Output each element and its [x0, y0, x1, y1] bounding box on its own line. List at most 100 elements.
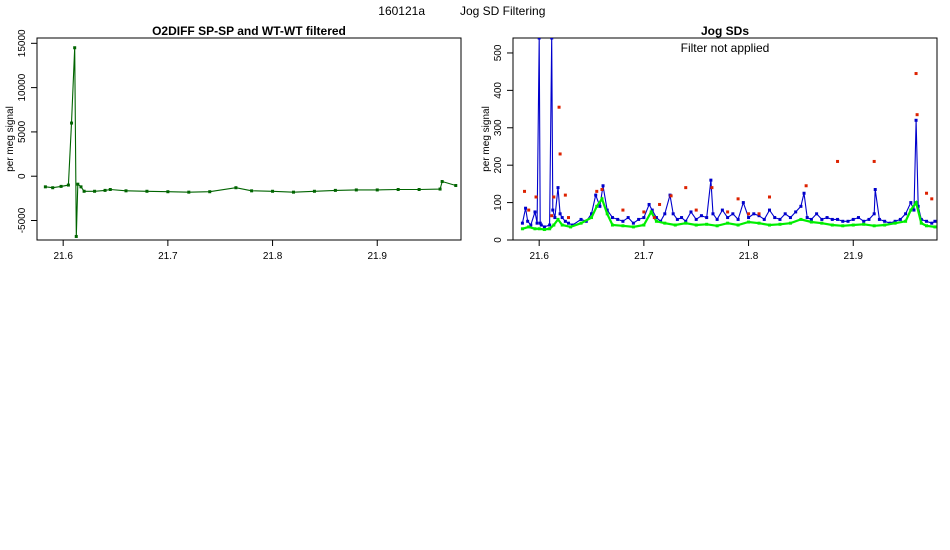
- data-point: [694, 223, 698, 227]
- outlier-point: [925, 191, 929, 195]
- outlier-point: [557, 105, 561, 109]
- data-point: [108, 188, 112, 191]
- data-point: [552, 223, 556, 227]
- data-point: [741, 201, 745, 205]
- y-tick-label: 10000: [17, 73, 28, 101]
- data-point: [783, 212, 787, 216]
- outlier-point: [550, 214, 554, 218]
- figure-title-id: 160121a: [378, 4, 425, 18]
- data-point: [731, 212, 735, 216]
- data-point: [642, 216, 646, 220]
- data-point: [600, 197, 604, 201]
- y-axis-label: per meg signal: [5, 106, 16, 172]
- data-point: [788, 216, 792, 220]
- data-point: [820, 217, 824, 221]
- data-point: [711, 212, 715, 216]
- series-line: [521, 38, 936, 228]
- data-point: [726, 216, 730, 220]
- data-point: [533, 227, 537, 231]
- data-point: [709, 178, 713, 182]
- data-point: [673, 223, 677, 227]
- data-point: [250, 189, 254, 193]
- data-point: [548, 227, 552, 231]
- data-point: [933, 225, 937, 229]
- outlier-point: [558, 152, 562, 156]
- data-point: [51, 186, 55, 190]
- data-point: [914, 118, 918, 122]
- data-point: [560, 216, 564, 220]
- data-point: [537, 227, 541, 231]
- chart-title: Jog SDs: [701, 24, 749, 38]
- data-point: [873, 188, 877, 191]
- data-point: [694, 217, 698, 221]
- y-tick-label: 5000: [17, 120, 28, 143]
- data-point: [579, 221, 583, 225]
- y-tick-label: 15000: [17, 29, 28, 57]
- data-point: [520, 227, 524, 231]
- data-point: [809, 220, 813, 224]
- data-point: [621, 219, 625, 223]
- data-point: [76, 182, 80, 186]
- data-point: [548, 223, 552, 227]
- data-point: [862, 222, 866, 226]
- data-point: [396, 188, 400, 191]
- data-point: [605, 208, 609, 212]
- data-point: [542, 225, 546, 229]
- data-point: [539, 223, 543, 227]
- outlier-point: [563, 193, 567, 197]
- outlier-point: [914, 72, 918, 76]
- data-point: [590, 216, 594, 220]
- outlier-point: [523, 189, 527, 193]
- data-point: [715, 217, 719, 221]
- data-point: [145, 189, 149, 193]
- data-point: [762, 217, 766, 221]
- outlier-point: [658, 202, 662, 206]
- y-tick-label: 300: [493, 119, 504, 136]
- x-tick-label: 21.8: [739, 251, 759, 262]
- data-point: [551, 208, 555, 212]
- data-point: [747, 220, 751, 224]
- outlier-point: [710, 186, 714, 190]
- data-point: [312, 189, 316, 193]
- outlier-point: [836, 159, 840, 163]
- data-point: [720, 208, 724, 212]
- data-point: [440, 180, 444, 184]
- data-point: [637, 217, 641, 221]
- outlier-point: [621, 208, 625, 212]
- data-point: [560, 223, 564, 227]
- figure-title-text: Jog SD Filtering: [460, 4, 545, 18]
- data-point: [909, 201, 913, 205]
- data-point: [802, 191, 806, 195]
- data-point: [851, 223, 855, 227]
- y-tick-label: -5000: [17, 207, 28, 233]
- data-point: [529, 223, 533, 227]
- data-point: [208, 190, 212, 194]
- data-point: [538, 221, 542, 225]
- chart-annotation: Filter not applied: [681, 41, 770, 55]
- data-point: [904, 212, 908, 216]
- outlier-point: [566, 216, 570, 220]
- data-point: [556, 186, 560, 190]
- data-point: [925, 219, 929, 223]
- data-point: [846, 219, 850, 223]
- data-point: [601, 184, 605, 188]
- data-point: [537, 38, 541, 40]
- data-point: [520, 221, 524, 225]
- data-point: [375, 188, 379, 192]
- outlier-point: [652, 216, 656, 220]
- data-point: [595, 204, 599, 208]
- data-point: [788, 221, 792, 225]
- data-point: [82, 189, 86, 193]
- data-point: [893, 219, 897, 223]
- outlier-point: [684, 186, 688, 190]
- data-point: [757, 221, 761, 225]
- data-point: [533, 210, 537, 214]
- data-point: [912, 208, 916, 212]
- data-point: [558, 212, 562, 216]
- data-point: [535, 221, 539, 225]
- data-point: [684, 221, 688, 225]
- data-point: [705, 222, 709, 226]
- data-point: [550, 38, 554, 40]
- data-point: [794, 210, 798, 214]
